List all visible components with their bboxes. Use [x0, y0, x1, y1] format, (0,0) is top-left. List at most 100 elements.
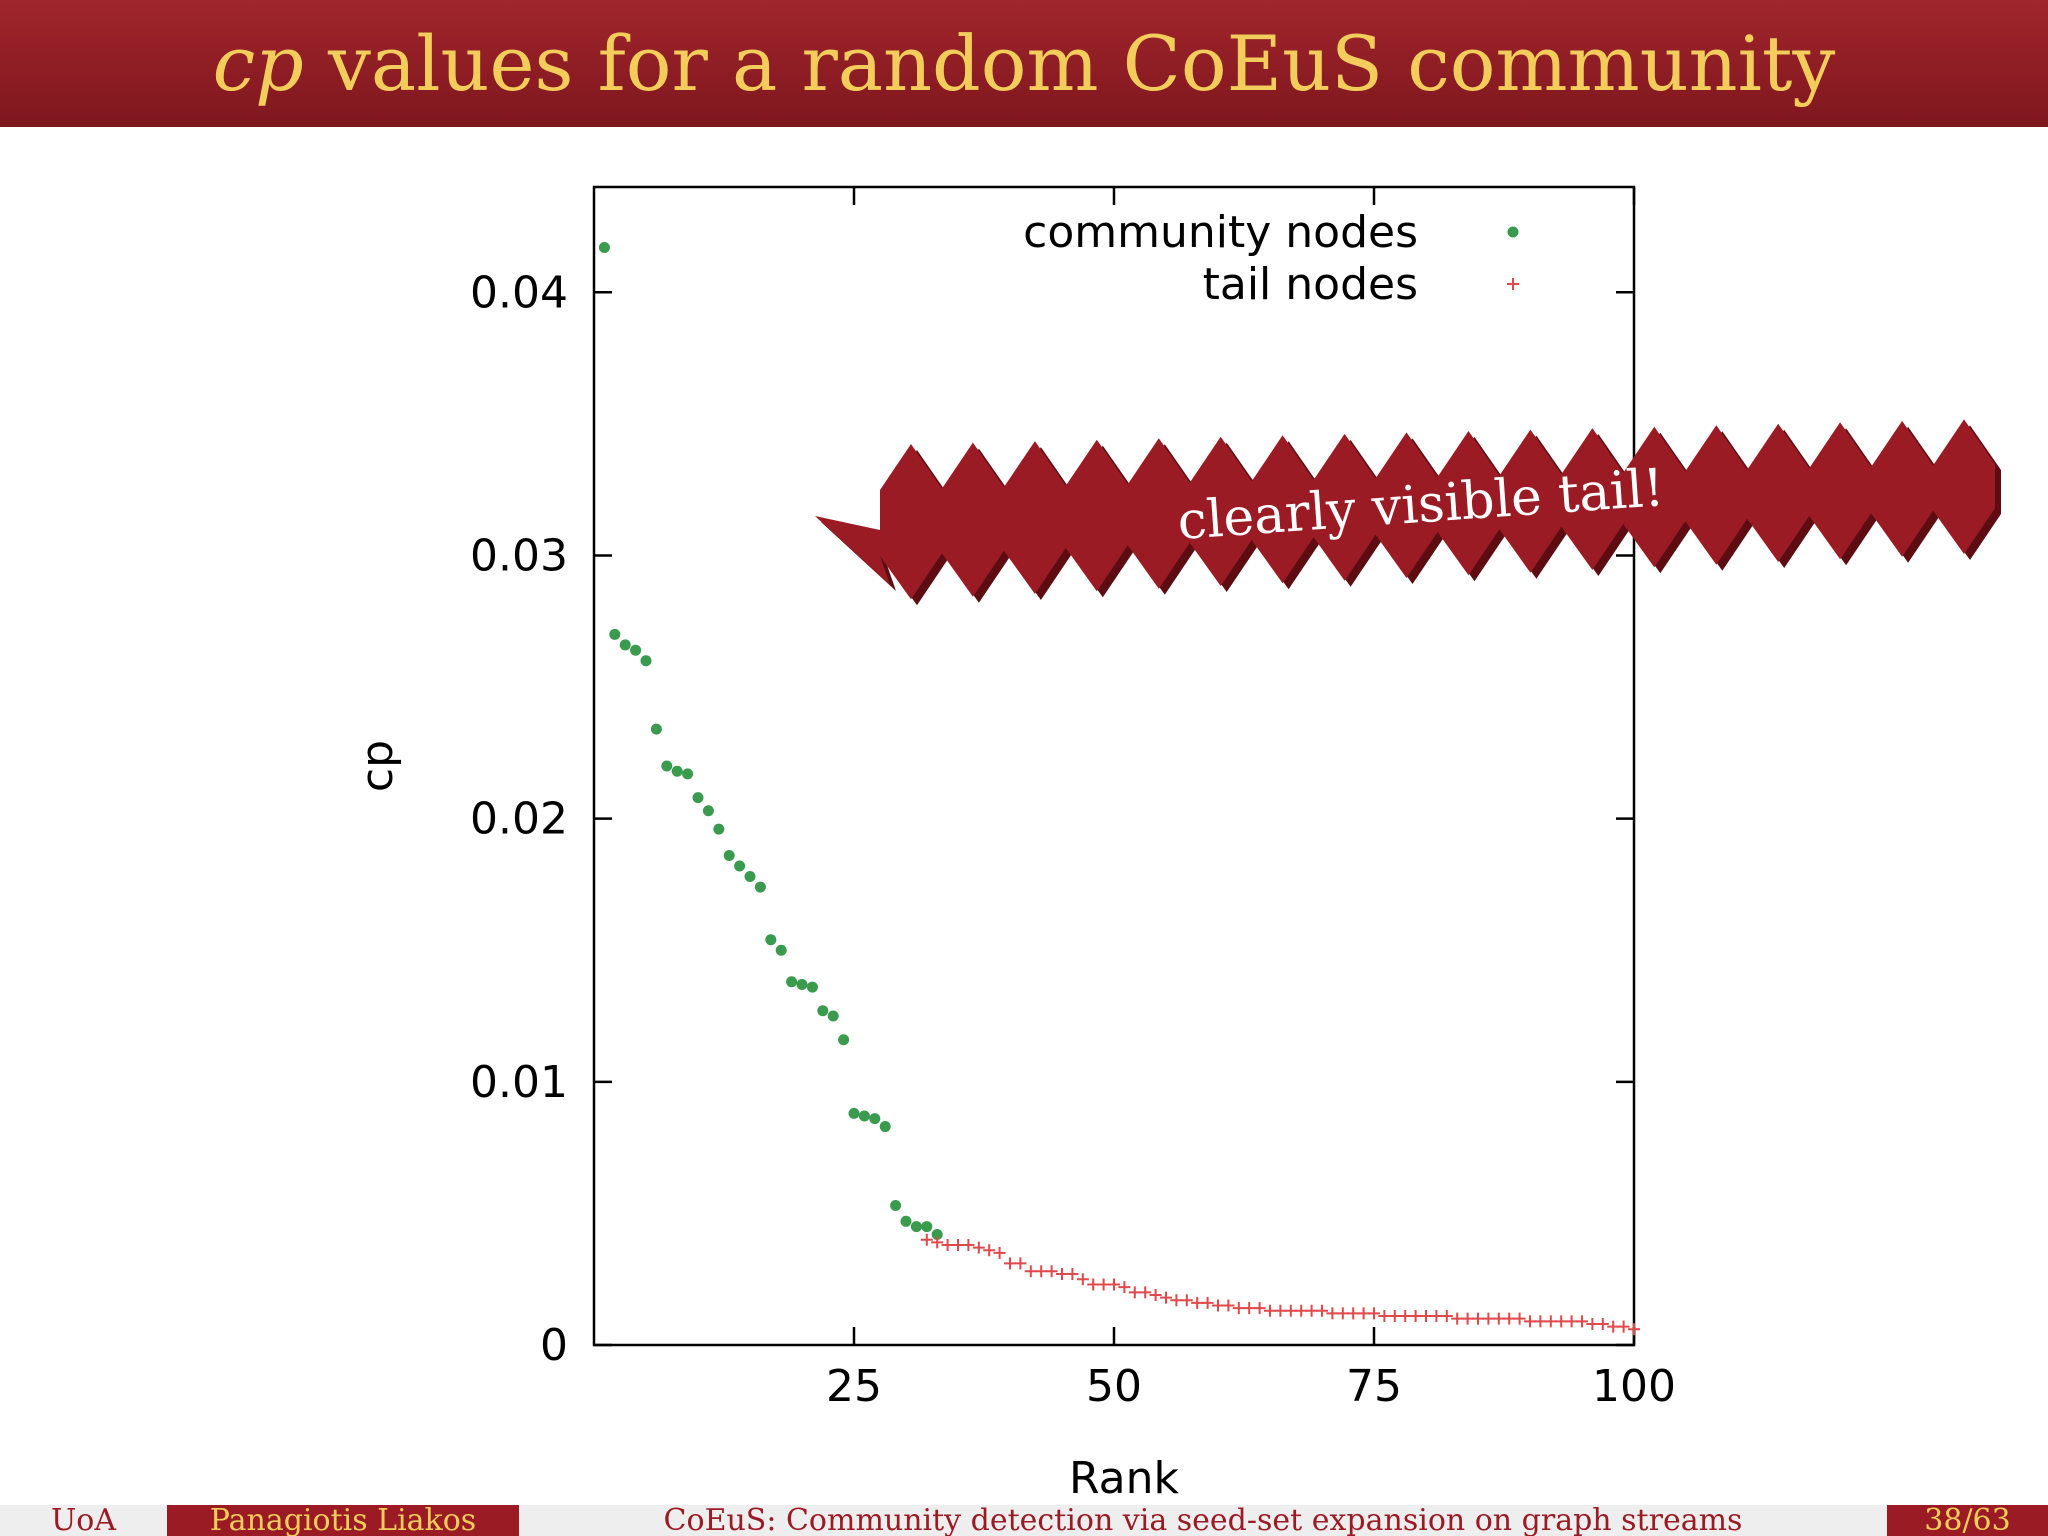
tail-node-point	[1430, 1310, 1443, 1323]
community-node-point	[786, 976, 798, 988]
tail-node-point	[1555, 1315, 1568, 1328]
community-node-point	[702, 805, 714, 817]
tail-node-point	[962, 1238, 975, 1251]
community-node-point	[682, 768, 694, 780]
tail-node-point	[1316, 1304, 1328, 1317]
slide-title-italic: cp	[212, 19, 304, 108]
community-node-point	[796, 978, 808, 990]
tail-node-point	[1607, 1320, 1620, 1333]
tail-node-point	[1066, 1267, 1079, 1280]
tail-node-point	[1139, 1286, 1152, 1299]
tail-node-point	[1149, 1289, 1162, 1301]
tail-node-point	[972, 1241, 985, 1254]
community-node-point	[619, 639, 631, 651]
y-tick-label: 0.03	[470, 530, 568, 581]
tail-node-point	[1056, 1267, 1068, 1280]
tail-node-point	[1388, 1310, 1401, 1323]
tail-node-point	[1024, 1265, 1037, 1278]
tail-node-point	[952, 1238, 964, 1251]
tail-node-point	[1492, 1312, 1505, 1325]
tail-node-point	[931, 1236, 944, 1249]
tail-node-point	[1617, 1320, 1630, 1333]
footer-institution: UoA	[0, 1505, 167, 1536]
community-node-point	[817, 1005, 829, 1017]
tail-node-point	[1378, 1310, 1391, 1323]
legend-marker-community	[1507, 226, 1519, 238]
tail-node-point	[1232, 1302, 1245, 1315]
y-axis-label: cp	[352, 740, 403, 792]
tail-node-point	[1472, 1312, 1484, 1325]
community-node-point	[910, 1221, 922, 1233]
tail-node-point	[1274, 1304, 1287, 1317]
community-node-point	[775, 944, 787, 956]
tail-node-point	[1409, 1310, 1422, 1323]
tail-node-point	[1544, 1315, 1557, 1328]
y-tick-label: 0.02	[470, 794, 568, 845]
tail-node-point	[1565, 1315, 1578, 1328]
title-bar	[0, 0, 2048, 127]
tail-node-point	[1035, 1265, 1048, 1278]
tail-node-point	[920, 1233, 933, 1246]
callout-shape	[815, 419, 1995, 600]
community-node-point	[806, 981, 818, 993]
tail-node-point	[1076, 1273, 1089, 1286]
tail-node-point	[1482, 1312, 1495, 1325]
community-node-point	[598, 242, 610, 254]
tail-node-point	[1576, 1315, 1588, 1328]
tail-node-point	[941, 1238, 954, 1251]
tail-node-point	[1534, 1315, 1547, 1328]
tail-node-point	[1108, 1278, 1120, 1291]
community-node-point	[869, 1113, 881, 1125]
tail-nodes-series	[920, 1233, 1640, 1336]
tail-node-point	[1180, 1294, 1193, 1307]
community-node-point	[765, 934, 777, 946]
x-axis-label: Rank	[1069, 1453, 1179, 1504]
tail-node-point	[1128, 1286, 1141, 1299]
community-node-point	[650, 723, 662, 735]
tail-node-point	[1004, 1257, 1016, 1270]
tail-node-point	[1513, 1312, 1526, 1325]
tail-node-point	[1087, 1278, 1100, 1291]
tail-node-point	[993, 1246, 1006, 1259]
footer-bar: UoA Panagiotis Liakos CoEuS: Community d…	[0, 1505, 2048, 1536]
slide-title: cp values for a random CoEuS community	[0, 0, 2048, 127]
community-node-point	[692, 792, 704, 804]
x-tick-label: 100	[1592, 1361, 1676, 1412]
footer-page-number: 38/63	[1887, 1505, 2048, 1536]
community-node-point	[848, 1107, 860, 1119]
y-tick-label: 0.01	[470, 1057, 568, 1108]
tail-node-point	[1326, 1307, 1339, 1320]
tail-node-point	[1368, 1307, 1380, 1320]
community-node-point	[661, 760, 673, 772]
community-node-point	[838, 1034, 850, 1046]
community-node-point	[858, 1110, 870, 1122]
legend-marker-tail	[1507, 278, 1519, 290]
tail-node-point	[1461, 1312, 1474, 1325]
tail-node-point	[1586, 1317, 1599, 1330]
community-node-point	[640, 655, 652, 667]
cp-rank-chart: 25 50 75 100 0 0.01 0.02 0.03 0.04 Rank cp communit…	[352, 185, 2001, 1504]
tail-node-point	[1201, 1296, 1214, 1309]
community-node-point	[609, 628, 621, 640]
tail-node-point	[1503, 1312, 1516, 1325]
community-nodes-series	[598, 242, 943, 1240]
y-tick-label: 0	[540, 1320, 568, 1371]
tail-node-point	[1336, 1307, 1349, 1320]
tail-node-point	[1118, 1281, 1131, 1294]
tail-node-point	[1097, 1278, 1110, 1291]
tail-node-point	[1451, 1312, 1464, 1325]
tail-node-point	[1596, 1317, 1609, 1330]
tail-node-point	[1284, 1304, 1297, 1317]
plot-frame	[592, 185, 1636, 1347]
footer-talk-title: CoEuS: Community detection via seed-set …	[519, 1505, 1887, 1536]
community-node-point	[879, 1121, 891, 1133]
community-node-point	[931, 1228, 943, 1240]
community-node-point	[630, 644, 642, 656]
tail-node-point	[1222, 1299, 1235, 1312]
y-tick-label: 0.04	[470, 267, 568, 318]
tail-node-point	[1212, 1299, 1224, 1312]
x-tick-label: 50	[1086, 1361, 1142, 1412]
tail-node-point	[1440, 1310, 1453, 1323]
tail-node-point	[1045, 1265, 1058, 1278]
